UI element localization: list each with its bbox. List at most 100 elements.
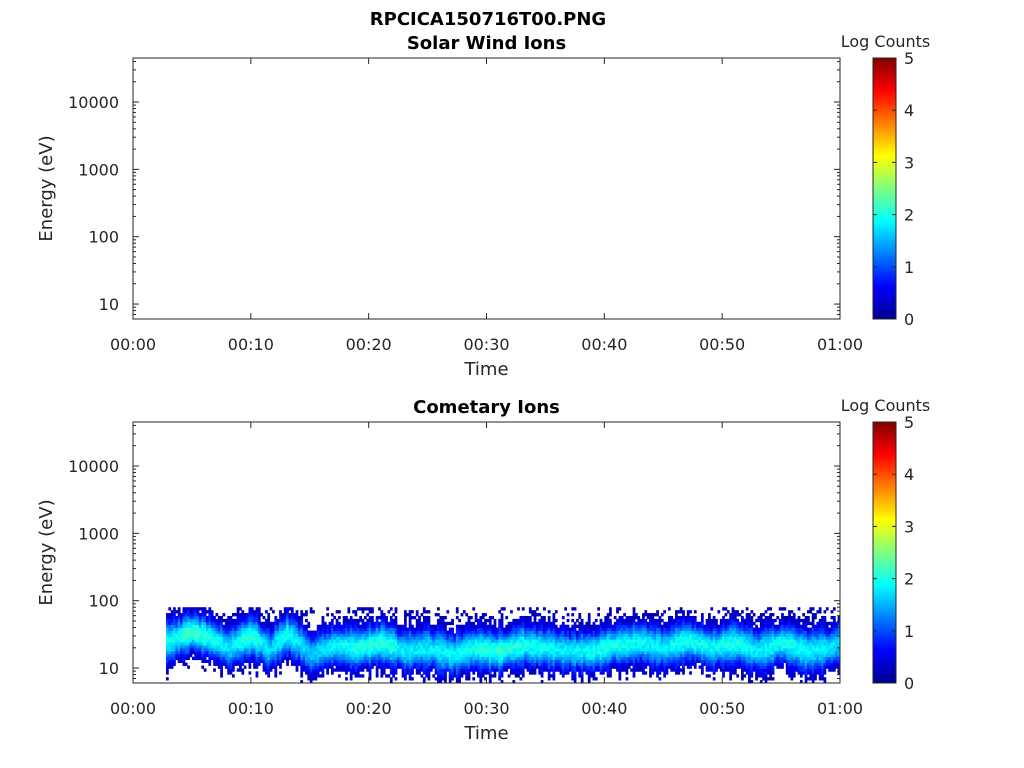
data-cell <box>231 653 235 658</box>
data-cell <box>656 653 659 658</box>
data-cell <box>293 613 297 617</box>
data-cell <box>703 639 707 643</box>
data-cell <box>375 639 379 643</box>
data-cell <box>566 630 570 634</box>
data-cell <box>580 680 584 684</box>
data-cell <box>394 630 398 634</box>
data-cell <box>743 630 747 634</box>
data-cell <box>302 668 306 672</box>
data-cell <box>649 621 652 626</box>
data-cell <box>745 639 749 643</box>
data-cell <box>611 665 615 669</box>
data-cell <box>545 665 549 669</box>
data-cell <box>601 639 605 643</box>
data-cell <box>396 642 400 646</box>
data-cell <box>477 639 480 643</box>
data-cell <box>649 665 652 669</box>
data-cell <box>300 659 304 663</box>
data-cell <box>705 627 709 631</box>
data-cell <box>210 621 214 626</box>
data-cell <box>686 627 690 631</box>
data-cell <box>194 633 198 637</box>
data-cell <box>559 653 563 658</box>
data-cell <box>590 633 593 637</box>
data-cell <box>359 645 362 649</box>
data-cell <box>319 642 322 646</box>
data-cell <box>462 645 466 649</box>
data-cell <box>543 656 546 661</box>
data-cell <box>571 650 575 655</box>
data-cell <box>731 607 735 611</box>
data-cell <box>576 633 579 637</box>
data-cell <box>557 650 560 655</box>
data-cell <box>604 653 608 658</box>
data-cell <box>165 624 169 629</box>
data-cell <box>568 645 572 649</box>
data-cell <box>724 662 728 666</box>
data-cell <box>260 653 264 658</box>
data-cell <box>168 653 172 658</box>
data-cell <box>644 662 648 666</box>
data-cell <box>745 642 749 646</box>
data-cell <box>597 659 601 663</box>
data-cell <box>533 653 537 658</box>
data-cell <box>594 627 598 631</box>
data-cell <box>547 650 551 655</box>
data-cell <box>314 630 318 634</box>
data-cell <box>366 639 370 643</box>
data-cell <box>620 633 624 637</box>
data-cell <box>305 642 308 646</box>
data-cell <box>710 659 714 663</box>
data-cell <box>309 653 313 658</box>
data-cell <box>262 648 266 652</box>
data-cell <box>458 659 461 663</box>
data-cell <box>609 607 612 611</box>
data-cell <box>451 630 454 634</box>
data-cell <box>458 642 461 646</box>
data-cell <box>375 618 379 623</box>
data-cell <box>526 668 530 672</box>
data-cell <box>609 668 612 672</box>
data-cell <box>213 618 216 623</box>
data-cell <box>342 645 346 649</box>
data-cell <box>404 677 407 681</box>
data-cell <box>250 633 254 637</box>
data-cell <box>580 665 584 669</box>
data-cell <box>239 621 242 626</box>
data-cell <box>752 662 756 666</box>
data-cell <box>420 648 424 652</box>
data-cell <box>519 659 523 663</box>
data-cell <box>231 645 235 649</box>
data-cell <box>243 624 247 629</box>
data-cell <box>382 662 386 666</box>
data-cell <box>632 668 636 672</box>
data-cell <box>220 662 223 666</box>
data-cell <box>319 645 322 649</box>
data-cell <box>439 642 443 646</box>
data-cell <box>465 665 469 669</box>
data-cell <box>752 639 756 643</box>
data-cell <box>507 627 511 631</box>
data-cell <box>590 656 593 661</box>
data-cell <box>411 668 414 672</box>
data-cell <box>738 633 742 637</box>
data-cell <box>359 662 362 666</box>
data-cell <box>373 624 377 629</box>
data-cell <box>385 630 388 634</box>
data-cell <box>677 645 681 649</box>
data-cell <box>297 659 301 663</box>
data-cell <box>274 633 278 637</box>
data-cell <box>644 636 648 640</box>
data-cell <box>467 653 471 658</box>
data-cell <box>578 630 582 634</box>
data-cell <box>601 656 605 661</box>
data-cell <box>382 627 386 631</box>
data-cell <box>373 621 377 626</box>
data-cell <box>672 642 676 646</box>
data-cell <box>561 636 565 640</box>
data-cell <box>748 627 751 631</box>
data-cell <box>689 615 692 620</box>
data-cell <box>281 630 285 634</box>
data-cell <box>587 642 591 646</box>
data-cell <box>627 653 631 658</box>
